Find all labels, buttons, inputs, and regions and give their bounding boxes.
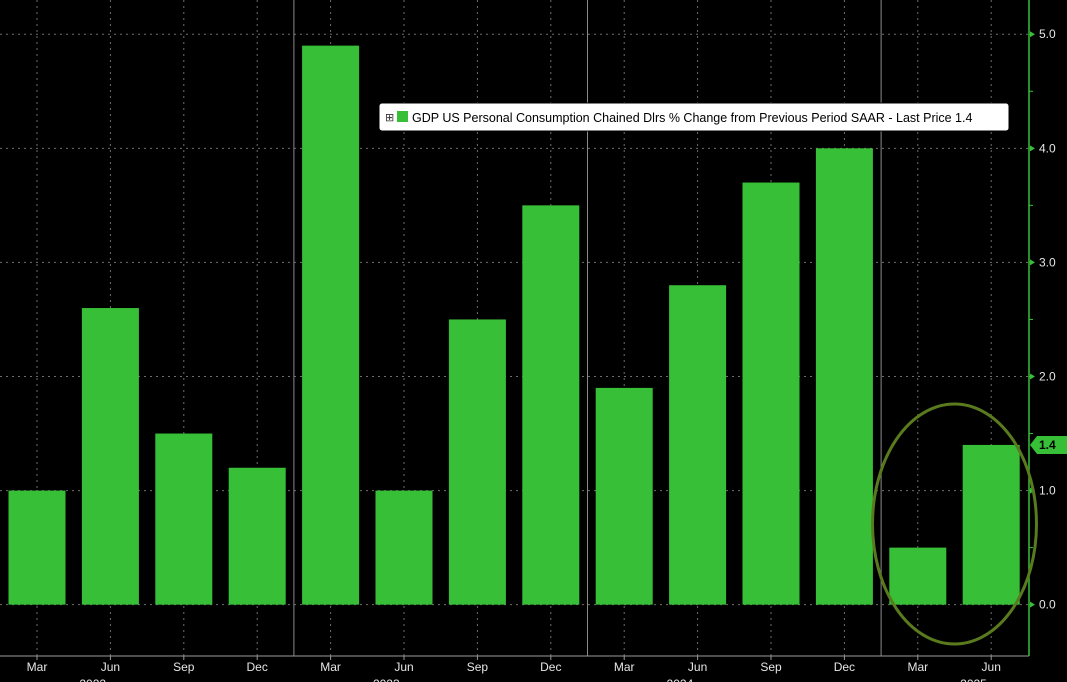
y-tick-arrow bbox=[1030, 601, 1035, 608]
bar bbox=[815, 148, 873, 605]
bar bbox=[962, 444, 1020, 605]
y-tick-label: 1.0 bbox=[1039, 484, 1056, 498]
x-tick-label: Dec bbox=[834, 660, 855, 674]
y-tick-label: 2.0 bbox=[1039, 369, 1056, 383]
y-tick-arrow bbox=[1030, 259, 1035, 266]
year-label: 2023 bbox=[373, 677, 400, 682]
bar bbox=[889, 547, 947, 605]
bar bbox=[81, 308, 139, 605]
x-tick-label: Dec bbox=[247, 660, 268, 674]
x-tick-label: Jun bbox=[394, 660, 413, 674]
year-label: 2022 bbox=[79, 677, 106, 682]
legend-expand-icon: ⊞ bbox=[385, 112, 394, 124]
bar bbox=[742, 182, 800, 605]
x-tick-label: Jun bbox=[101, 660, 120, 674]
bar bbox=[302, 45, 360, 605]
y-tick-arrow bbox=[1030, 373, 1035, 380]
legend-swatch bbox=[397, 111, 408, 122]
x-tick-label: Mar bbox=[907, 660, 928, 674]
x-tick-label: Dec bbox=[540, 660, 561, 674]
bar bbox=[228, 467, 286, 605]
year-label: 2025 bbox=[960, 677, 987, 682]
x-tick-label: Jun bbox=[688, 660, 707, 674]
x-axis: Mar Jun Sep Dec Mar Jun Sep Dec Mar Jun Sep Dec Mar J… bbox=[0, 655, 1029, 682]
y-axis: 0.0 1.0 2.0 3.0 4.0 5.0 bbox=[1028, 0, 1056, 656]
highlight-ellipse bbox=[871, 402, 1038, 646]
bar bbox=[522, 205, 580, 605]
y-tick-label: 4.0 bbox=[1039, 141, 1056, 155]
bar bbox=[669, 285, 727, 605]
x-tick-label: Sep bbox=[467, 660, 489, 674]
x-tick-label: Mar bbox=[27, 660, 48, 674]
bar bbox=[155, 433, 213, 605]
last-price-value: 1.4 bbox=[1039, 438, 1056, 452]
year-label: 2024 bbox=[667, 677, 694, 682]
y-tick-label: 5.0 bbox=[1039, 27, 1056, 41]
y-tick-label: 0.0 bbox=[1039, 598, 1056, 612]
legend-box bbox=[378, 102, 1010, 132]
bar bbox=[448, 319, 506, 605]
y-tick-label: 3.0 bbox=[1039, 255, 1056, 269]
legend-label: GDP US Personal Consumption Chained Dlrs… bbox=[412, 111, 972, 125]
x-tick-label: Jun bbox=[982, 660, 1001, 674]
y-tick-arrow bbox=[1030, 31, 1035, 38]
x-tick-label: Mar bbox=[320, 660, 341, 674]
x-tick-label: Mar bbox=[614, 660, 635, 674]
y-tick-arrow bbox=[1030, 145, 1035, 152]
last-price-tag bbox=[1030, 435, 1067, 454]
last-price-label: 1.4 bbox=[1030, 435, 1067, 454]
bar bbox=[8, 490, 66, 605]
legend: ⊞ GDP US Personal Consumption Chained Dl… bbox=[378, 102, 1010, 132]
x-tick-label: Sep bbox=[173, 660, 195, 674]
bars bbox=[8, 45, 1020, 605]
bar bbox=[595, 387, 653, 605]
bar bbox=[375, 490, 433, 605]
x-tick-label: Sep bbox=[760, 660, 782, 674]
